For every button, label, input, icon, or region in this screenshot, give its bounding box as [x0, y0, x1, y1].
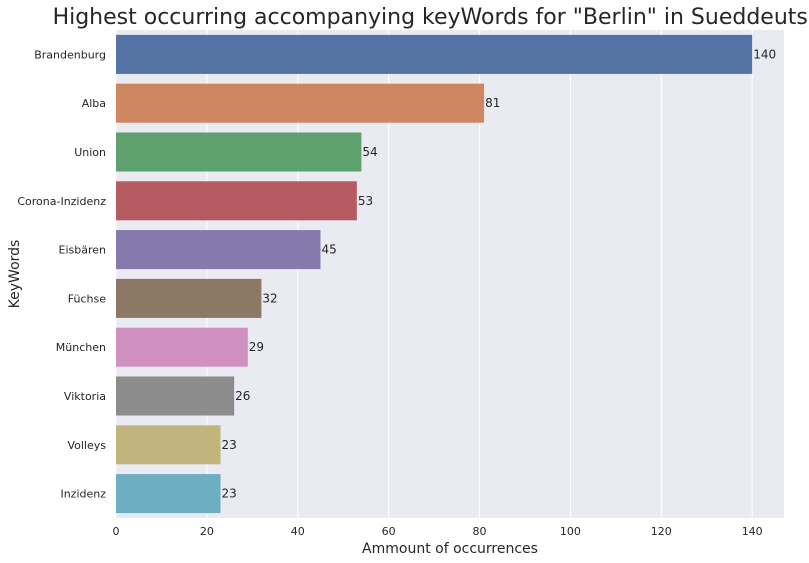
x-tick-label: 0 — [113, 525, 120, 538]
x-axis-label: Ammount of occurrences — [362, 541, 538, 557]
y-tick-label: Eisbären — [59, 244, 107, 257]
x-tick-label: 80 — [473, 525, 487, 538]
bar-value-label: 53 — [358, 194, 373, 208]
x-tick-label: 20 — [200, 525, 214, 538]
bar-value-label: 23 — [222, 487, 237, 501]
bar — [116, 83, 485, 123]
bar — [116, 181, 357, 221]
y-tick-labels: Brandenburg Alba Union Corona-Inzidenz Eisbä… — [17, 48, 106, 500]
bar — [116, 278, 262, 318]
y-tick-label: Corona-Inzidenz — [17, 195, 106, 208]
bar — [116, 474, 221, 514]
bar-value-label: 45 — [321, 243, 336, 257]
x-tick-labels: 0 20 40 60 80 100 120 140 — [113, 525, 763, 538]
bar — [116, 132, 362, 172]
y-tick-label: Füchse — [68, 292, 106, 305]
data-labels: 140 81 54 53 45 32 29 26 23 23 — [222, 47, 777, 500]
bar-value-label: 32 — [262, 291, 277, 305]
y-tick-label: Union — [74, 146, 106, 159]
y-tick-label: München — [56, 341, 106, 354]
y-tick-label: Inzidenz — [60, 488, 106, 501]
x-tick-label: 120 — [651, 525, 672, 538]
y-tick-label: Volleys — [67, 439, 106, 452]
bar — [116, 230, 321, 270]
y-tick-label: Alba — [82, 97, 106, 110]
y-tick-label: Brandenburg — [34, 48, 106, 61]
y-axis-label: KeyWords — [7, 240, 23, 309]
bar — [116, 34, 753, 74]
chart-title: Highest occurring accompanying keyWords … — [53, 5, 809, 30]
bar-value-label: 23 — [222, 438, 237, 452]
bar-value-label: 54 — [362, 145, 377, 159]
bar-value-label: 81 — [485, 96, 500, 110]
bar — [116, 425, 221, 465]
bar-value-label: 29 — [249, 340, 264, 354]
x-tick-label: 40 — [291, 525, 305, 538]
y-tick-label: Viktoria — [64, 390, 106, 403]
x-tick-label: 100 — [560, 525, 581, 538]
bar-value-label: 26 — [235, 389, 250, 403]
x-tick-label: 140 — [742, 525, 763, 538]
x-tick-label: 60 — [382, 525, 396, 538]
bar — [116, 376, 235, 416]
bars — [116, 34, 753, 514]
bar-value-label: 140 — [753, 47, 776, 61]
bar — [116, 327, 248, 367]
